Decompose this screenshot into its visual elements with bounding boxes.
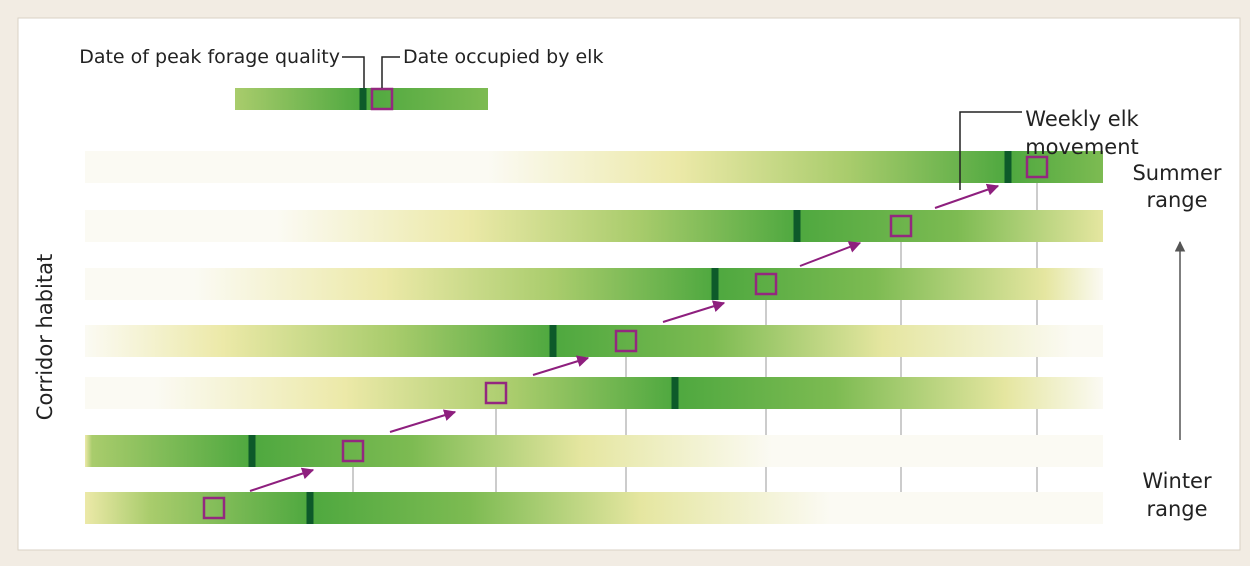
peak-marker: [306, 492, 314, 524]
leader: [381, 56, 400, 88]
legend-occupied: Date occupied by elk: [403, 46, 603, 68]
elk-position: [341, 439, 365, 463]
movement-arrow: [662, 300, 726, 323]
elk-position: [754, 272, 778, 296]
elk-position: [484, 381, 508, 405]
movement-arrow: [389, 409, 457, 433]
leader: [959, 111, 1022, 190]
habitat-band: [85, 435, 1103, 467]
movement-arrow: [799, 241, 862, 267]
habitat-band: [85, 151, 1103, 183]
habitat-band: [85, 210, 1103, 242]
movement-label: Weekly elk: [1025, 107, 1139, 131]
movement-arrow: [934, 183, 1000, 209]
elk-position: [889, 214, 913, 238]
peak-marker: [711, 268, 719, 300]
axis-label: Corridor habitat: [33, 254, 57, 420]
movement-arrow: [249, 467, 315, 492]
peak-marker: [248, 435, 256, 467]
habitat-band: [85, 268, 1103, 300]
arrows: [249, 183, 1000, 492]
summer-label: Summer: [1132, 161, 1221, 185]
habitat-band: [85, 377, 1103, 409]
leader: [342, 56, 365, 88]
legend-peak: Date of peak forage quality: [79, 46, 340, 68]
movement-arrow: [532, 355, 590, 376]
movement-label: movement: [1025, 135, 1139, 159]
elk-position: [614, 329, 638, 353]
winter-label: range: [1146, 497, 1207, 521]
elk-position: [1025, 155, 1049, 179]
peak-marker: [1004, 151, 1012, 183]
peak-marker: [549, 325, 557, 357]
winter-label: Winter: [1142, 469, 1212, 493]
elk-position: [202, 496, 226, 520]
peak-marker: [793, 210, 801, 242]
elk-position: [370, 87, 394, 111]
bands: [85, 87, 1103, 524]
habitat-band: [85, 492, 1103, 524]
peak-marker: [359, 88, 367, 110]
summer-label: range: [1146, 188, 1207, 212]
peak-marker: [671, 377, 679, 409]
habitat-band: [85, 325, 1103, 357]
